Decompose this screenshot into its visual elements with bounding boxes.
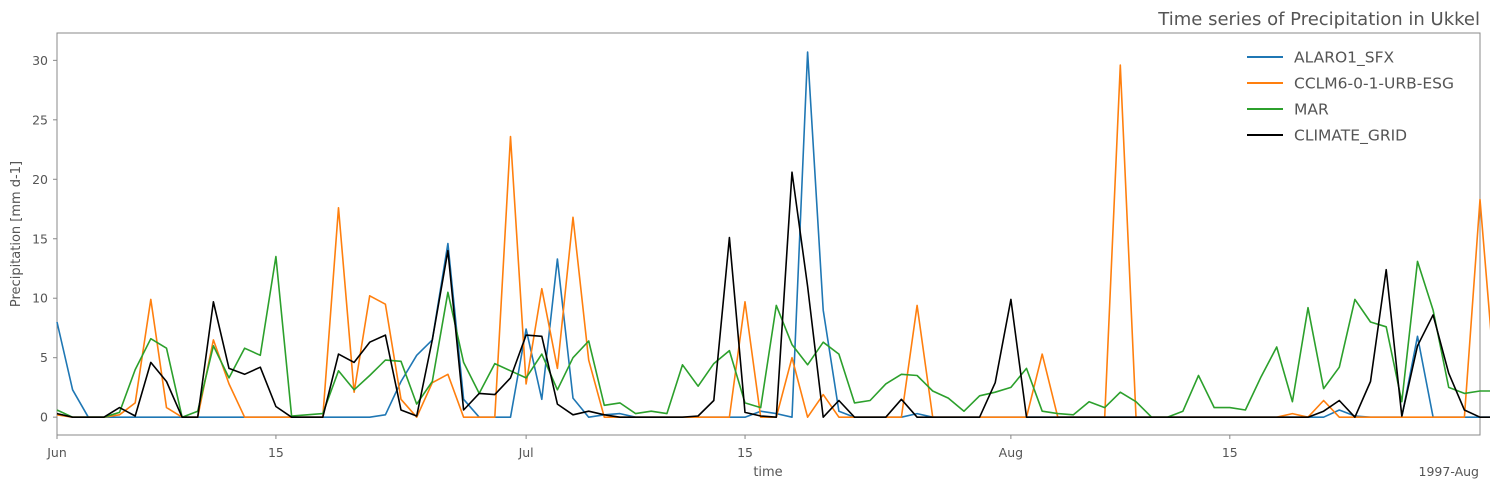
y-tick-label: 15: [32, 231, 48, 246]
y-tick-label: 5: [40, 350, 48, 365]
x-tick-label: Aug: [999, 445, 1023, 460]
legend-label-mar: MAR: [1294, 101, 1329, 119]
legend-label-cclm6-0-1-urb-esg: CCLM6-0-1-URB-ESG: [1294, 75, 1454, 93]
series-line-mar: [56, 255, 1490, 419]
series-lines: [56, 51, 1490, 419]
y-axis-label: Precipitation [mm d-1]: [9, 161, 24, 307]
plot-frame: [56, 32, 1481, 436]
x-axis-label: time: [753, 465, 782, 480]
x-tick-label: 15: [268, 445, 284, 460]
y-tick-label: 25: [32, 112, 48, 127]
y-tick-label: 10: [32, 291, 48, 306]
series-line-climate-grid: [56, 171, 1490, 419]
series-line-cclm6-0-1-urb-esg: [56, 64, 1490, 419]
chart-title: Time series of Precipitation in Ukkel: [1157, 9, 1480, 30]
y-tick-label: 20: [32, 172, 48, 187]
series-line-alaro1-sfx: [56, 51, 1490, 419]
x-tick-label: 15: [1222, 445, 1238, 460]
legend: ALARO1_SFX CCLM6-0-1-URB-ESG MAR CLIMATE_GR…: [1247, 49, 1454, 146]
y-axis: 0 5 10 15 20 25 30: [32, 53, 57, 425]
x-tick-label: 15: [737, 445, 753, 460]
x-tick-label: Jul: [518, 445, 534, 460]
y-tick-label: 30: [32, 53, 48, 68]
legend-label-climate-grid: CLIMATE_GRID: [1294, 127, 1407, 146]
y-tick-label: 0: [40, 410, 48, 425]
x-offset-label: 1997-Aug: [1419, 464, 1479, 479]
x-axis: Jun 15 Jul 15 Aug 15: [46, 435, 1238, 460]
x-tick-label: Jun: [46, 445, 67, 460]
legend-label-alaro1-sfx: ALARO1_SFX: [1294, 49, 1395, 68]
